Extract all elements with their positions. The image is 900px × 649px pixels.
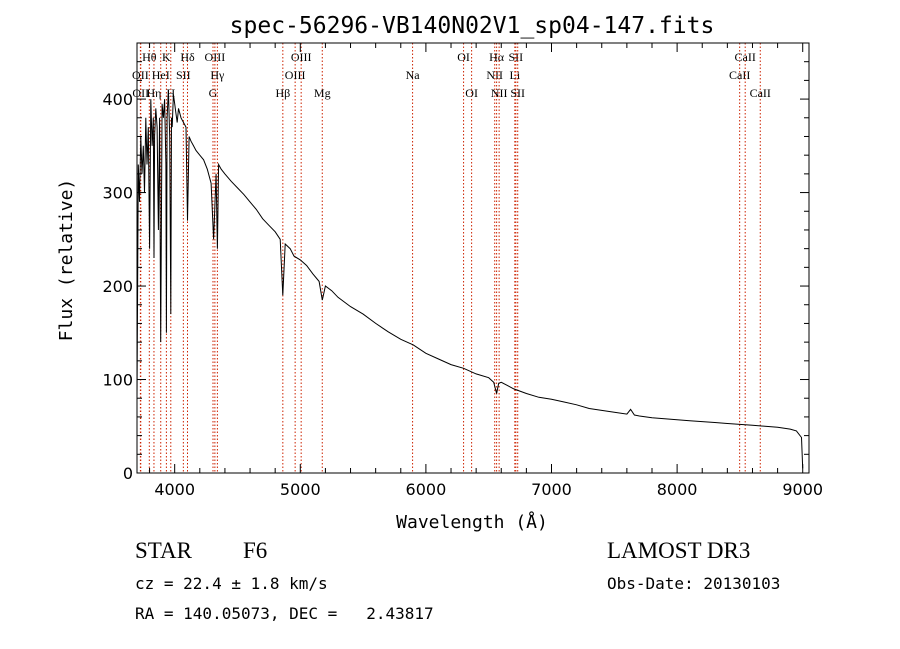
- line-label: OIII: [285, 68, 306, 82]
- object-subclass: F6: [243, 538, 268, 563]
- y-axis-label: Flux (relative): [56, 179, 77, 342]
- y-tick-label: 0: [123, 464, 133, 483]
- x-tick-label: 6000: [406, 480, 447, 499]
- line-label: HeI: [152, 68, 170, 82]
- line-label: NII: [486, 68, 503, 82]
- x-tick-label: 7000: [531, 480, 572, 499]
- line-label: NII: [491, 86, 508, 100]
- line-label: OI: [457, 50, 470, 64]
- line-label: K: [162, 50, 171, 64]
- y-tick-label: 100: [102, 371, 133, 390]
- line-label: SII: [176, 68, 191, 82]
- line-label: SII: [508, 50, 523, 64]
- coordinates: RA = 140.05073, DEC = 2.43817: [135, 604, 434, 623]
- observation-date: Obs-Date: 20130103: [607, 574, 781, 593]
- plot-frame: [136, 42, 810, 474]
- line-label: G: [209, 86, 218, 100]
- line-label: CaII: [750, 86, 771, 100]
- x-tick-label: 4000: [154, 480, 195, 499]
- line-label: H: [166, 86, 175, 100]
- y-tick-label: 400: [102, 90, 133, 109]
- line-label: Hδ: [180, 50, 195, 64]
- line-label: Hα: [489, 50, 505, 64]
- line-label: OIII: [205, 50, 226, 64]
- line-label: CaII: [735, 50, 756, 64]
- line-label: Hη: [146, 86, 161, 100]
- line-label: Hγ: [210, 68, 225, 82]
- line-label: Hβ: [275, 86, 290, 100]
- line-label: SII: [510, 86, 525, 100]
- x-tick-label: 8000: [657, 480, 698, 499]
- line-label: Mg: [314, 86, 331, 100]
- line-label: Na: [406, 68, 421, 82]
- spectrum-line: [136, 89, 804, 469]
- line-label: Hθ: [142, 50, 157, 64]
- x-axis-label: Wavelength (Å): [396, 511, 548, 533]
- line-label: OIII: [291, 50, 312, 64]
- line-label: CaII: [729, 68, 750, 82]
- redshift-velocity: cz = 22.4 ± 1.8 km/s: [135, 574, 328, 593]
- chart-title: spec-56296-VB140N02V1_sp04-147.fits: [230, 13, 715, 39]
- x-tick-label: 9000: [782, 480, 823, 499]
- object-class: STAR: [135, 538, 192, 563]
- line-label: Li: [509, 68, 520, 82]
- x-tick-label: 5000: [280, 480, 321, 499]
- survey-name: LAMOST DR3: [607, 538, 751, 563]
- y-tick-label: 300: [102, 184, 133, 203]
- line-label: OI: [465, 86, 478, 100]
- y-tick-label: 200: [102, 277, 133, 296]
